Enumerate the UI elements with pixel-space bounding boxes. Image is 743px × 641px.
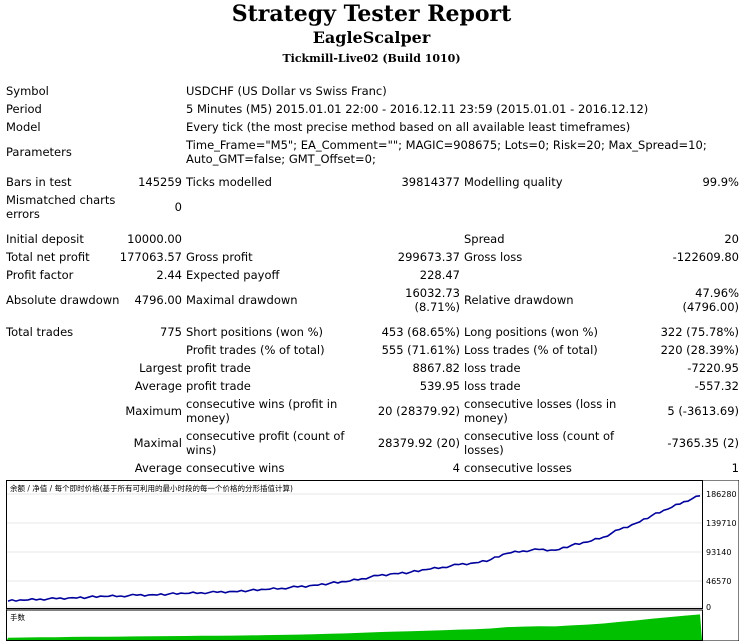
deposit-label: Initial deposit xyxy=(6,232,84,246)
average-loss-value: -557.32 xyxy=(694,379,739,393)
absolute-drawdown-value: 4796.00 xyxy=(134,293,182,307)
expected-payoff-label: Expected payoff xyxy=(186,268,280,282)
mismatch-label-2: errors xyxy=(6,207,40,221)
short-positions-label: Short positions (won %) xyxy=(186,325,324,339)
net-profit-value: 177063.57 xyxy=(119,250,182,264)
model-value: Every tick (the most precise method base… xyxy=(186,120,631,134)
avg-consecutive-losses-value: 1 xyxy=(731,461,739,475)
avg-consecutive-wins-value: 4 xyxy=(452,461,460,475)
relative-drawdown-percent: 47.96% xyxy=(695,286,739,300)
largest-loss-value: -7220.95 xyxy=(687,361,739,375)
max-consecutive-loss-label-1: consecutive loss (count of xyxy=(464,429,615,443)
deposit-value: 10000.00 xyxy=(127,232,182,246)
chart-y-tick-label: 186280 xyxy=(706,490,737,499)
avg-consecutive-losses-label: consecutive losses xyxy=(464,461,572,475)
chart-y-tick-label: 0 xyxy=(706,603,711,612)
average-profit-value: 539.95 xyxy=(419,379,460,393)
chart-y-tick-label: 93140 xyxy=(706,548,731,557)
max-consecutive-losses-value: 5 (-3613.69) xyxy=(667,404,739,418)
ticks-label: Ticks modelled xyxy=(186,175,272,189)
maximal-drawdown-label: Maximal drawdown xyxy=(186,293,298,307)
total-trades-value: 775 xyxy=(160,325,182,339)
chart-y-tick-labels: 186280 139710 93140 46570 0 xyxy=(706,490,737,612)
gross-loss-value: -122609.80 xyxy=(672,250,739,264)
profit-trades-value: 555 (71.61%) xyxy=(381,343,460,357)
balance-line xyxy=(7,495,701,602)
spread-label: Spread xyxy=(464,232,505,246)
absolute-drawdown-label: Absolute drawdown xyxy=(6,293,120,307)
largest-loss-label: loss trade xyxy=(464,361,521,375)
maximal-drawdown-percent: (8.71%) xyxy=(414,300,460,314)
period-label: Period xyxy=(6,102,42,116)
bars-label: Bars in test xyxy=(6,175,72,189)
loss-trades-label: Loss trades (% of total) xyxy=(464,343,598,357)
profit-factor-label: Profit factor xyxy=(6,268,74,282)
loss-trades-value: 220 (28.39%) xyxy=(660,343,739,357)
max-consecutive-profit-label-1: consecutive profit (count of xyxy=(186,429,345,443)
expert-name: EagleScalper xyxy=(312,28,431,47)
max-consecutive-profit-label-2: wins) xyxy=(186,443,217,457)
parameters-line1: Time_Frame="M5"; EA_Comment=""; MAGIC=90… xyxy=(186,138,707,152)
server-build: Tickmill-Live02 (Build 1010) xyxy=(282,52,461,65)
average-label: Average xyxy=(134,379,182,393)
average-consecutive-label: Average xyxy=(134,461,182,475)
balance-chart: 186280 139710 93140 46570 0 余额 / 净值 / 每个即时价格… xyxy=(6,480,739,641)
max-consecutive-loss-value: -7365.35 (2) xyxy=(667,436,739,450)
quality-value: 99.9% xyxy=(702,175,739,189)
chart-y-tick-label: 139710 xyxy=(706,519,737,528)
max-consecutive-losses-label-2: money) xyxy=(464,411,508,425)
parameters-line2: Auto_GMT=false; GMT_Offset=0; xyxy=(186,152,376,166)
long-positions-label: Long positions (won %) xyxy=(464,325,598,339)
maximal-label: Maximal xyxy=(133,436,182,450)
largest-label: Largest xyxy=(139,361,182,375)
mismatch-label-1: Mismatched charts xyxy=(6,193,116,207)
max-consecutive-profit-value: 28379.92 (20) xyxy=(377,436,460,450)
chart-gridlines xyxy=(7,493,702,608)
gross-profit-label: Gross profit xyxy=(186,250,253,264)
avg-consecutive-wins-label: consecutive wins xyxy=(186,461,285,475)
parameters-label: Parameters xyxy=(6,145,72,159)
bars-value: 145259 xyxy=(138,175,182,189)
mismatch-value: 0 xyxy=(174,200,182,214)
symbol-label: Symbol xyxy=(6,84,49,98)
spread-value: 20 xyxy=(724,232,739,246)
profit-factor-value: 2.44 xyxy=(156,268,182,282)
max-consecutive-wins-value: 20 (28379.92) xyxy=(377,404,460,418)
period-value: 5 Minutes (M5) 2015.01.01 22:00 - 2016.1… xyxy=(186,102,649,116)
gross-profit-value: 299673.37 xyxy=(397,250,460,264)
maximum-label: Maximum xyxy=(125,404,182,418)
total-trades-label: Total trades xyxy=(6,325,74,339)
largest-profit-label: profit trade xyxy=(186,361,251,375)
max-consecutive-losses-label-1: consecutive losses (loss in xyxy=(464,397,617,411)
chart-y-tick-label: 46570 xyxy=(706,577,731,586)
relative-drawdown-value: (4796.00) xyxy=(682,300,739,314)
relative-drawdown-label: Relative drawdown xyxy=(464,293,574,307)
lots-area xyxy=(7,614,702,640)
quality-label: Modelling quality xyxy=(464,175,563,189)
model-label: Model xyxy=(6,120,41,134)
average-profit-label: profit trade xyxy=(186,379,251,393)
symbol-value: USDCHF (US Dollar vs Swiss Franc) xyxy=(186,84,387,98)
maximal-drawdown-value: 16032.73 xyxy=(405,286,460,300)
expected-payoff-value: 228.47 xyxy=(419,268,460,282)
largest-profit-value: 8867.82 xyxy=(412,361,460,375)
long-positions-value: 322 (75.78%) xyxy=(660,325,739,339)
max-consecutive-wins-label-2: money) xyxy=(186,411,230,425)
report-title: Strategy Tester Report xyxy=(231,1,512,27)
chart-legend: 余额 / 净值 / 每个即时价格(基于所有可利用的最小时段的每一个价格的分形插值… xyxy=(10,483,293,493)
average-loss-label: loss trade xyxy=(464,379,521,393)
gross-loss-label: Gross loss xyxy=(464,250,523,264)
chart-plot-area xyxy=(6,480,703,609)
lots-label: 手数 xyxy=(10,612,25,622)
max-consecutive-wins-label-1: consecutive wins (profit in xyxy=(186,397,338,411)
net-profit-label: Total net profit xyxy=(6,250,90,264)
profit-trades-label: Profit trades (% of total) xyxy=(186,343,325,357)
short-positions-value: 453 (68.65%) xyxy=(381,325,460,339)
ticks-value: 39814377 xyxy=(401,175,460,189)
max-consecutive-loss-label-2: losses) xyxy=(464,443,504,457)
